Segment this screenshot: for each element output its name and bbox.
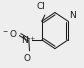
Text: $\mathregular{^-O}$: $\mathregular{^-O}$ (1, 28, 17, 39)
Text: $\mathregular{N^+}$: $\mathregular{N^+}$ (22, 34, 36, 46)
Text: Cl: Cl (37, 2, 46, 11)
Text: N: N (69, 11, 76, 20)
Text: O: O (24, 54, 31, 63)
